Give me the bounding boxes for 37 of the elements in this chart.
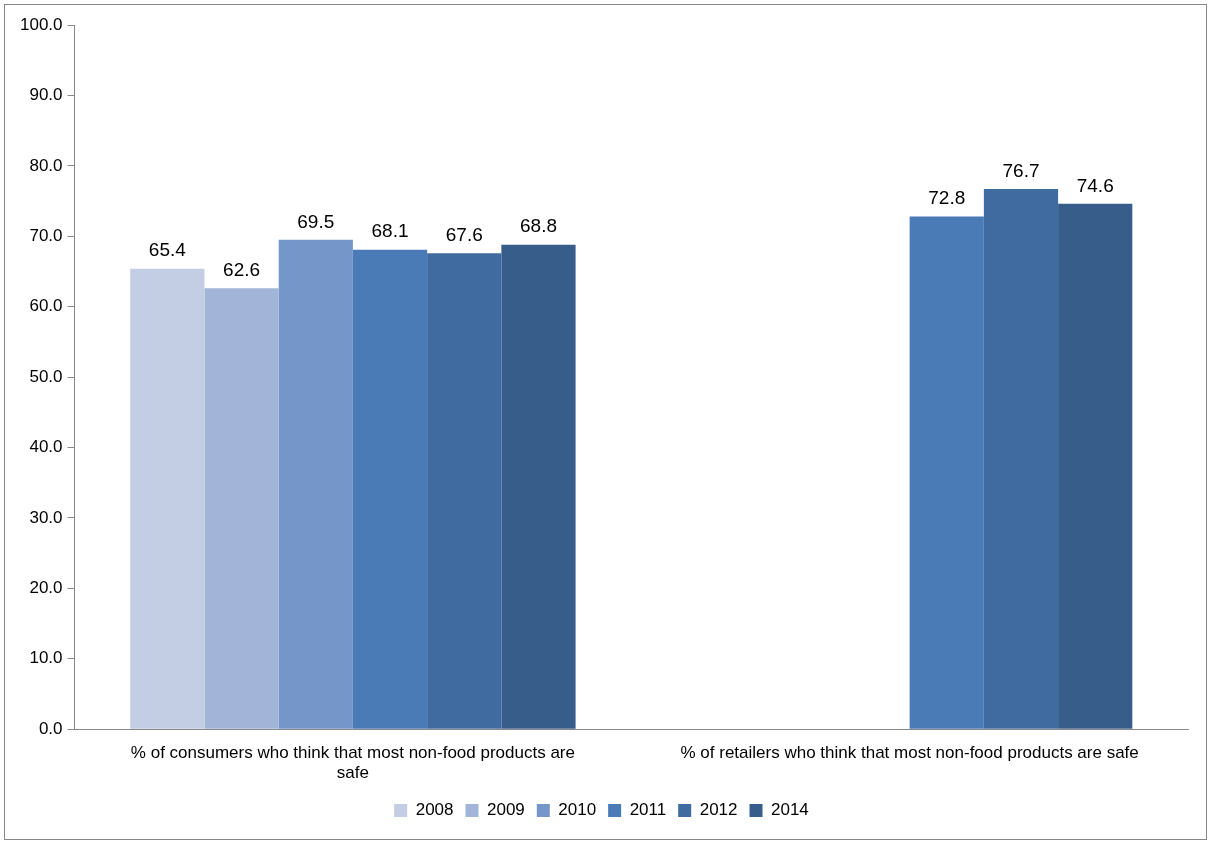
- bar: [909, 216, 984, 729]
- y-tick-label: 90.0: [29, 85, 63, 105]
- y-tick-label: 60.0: [29, 296, 63, 316]
- y-tick-label: 80.0: [29, 155, 63, 175]
- legend-label: 2014: [771, 800, 809, 820]
- bar: [1058, 203, 1133, 729]
- bar: [130, 268, 205, 729]
- y-tick-label: 10.0: [29, 648, 63, 668]
- legend-label: 2011: [629, 800, 667, 820]
- y-tick-label: 40.0: [29, 437, 63, 457]
- bar: [427, 253, 502, 729]
- bar: [352, 249, 428, 729]
- data-label: 68.8: [519, 215, 557, 237]
- data-label: 67.6: [445, 223, 483, 245]
- bar: [278, 239, 353, 729]
- bar: [983, 189, 1059, 729]
- legend-label: 2010: [558, 800, 597, 820]
- data-label: 76.7: [1002, 159, 1040, 181]
- data-label: 62.6: [223, 259, 261, 281]
- y-tick-label: 20.0: [29, 578, 63, 598]
- data-label: 72.8: [928, 187, 966, 209]
- y-tick-label: 70.0: [29, 225, 63, 245]
- y-tick-label: 0.0: [38, 718, 63, 738]
- data-label: 74.6: [1076, 174, 1114, 196]
- legend-label: 2012: [699, 800, 738, 820]
- legend-label: 2008: [415, 800, 454, 820]
- y-tick-label: 50.0: [29, 366, 63, 386]
- bar: [501, 244, 576, 729]
- y-tick-label: 30.0: [29, 507, 63, 527]
- x-tick-label: % of consumers who think that most non-food products are safe: [130, 743, 575, 783]
- bar: [204, 288, 279, 729]
- legend-label: 2009: [486, 800, 525, 820]
- data-label: 68.1: [371, 220, 409, 242]
- y-tick-label: 100.0: [19, 14, 63, 34]
- data-label: 65.4: [148, 239, 187, 261]
- x-tick-label: % of retailers who think that most non-food products are safe: [680, 743, 1139, 763]
- data-label: 69.5: [297, 210, 335, 232]
